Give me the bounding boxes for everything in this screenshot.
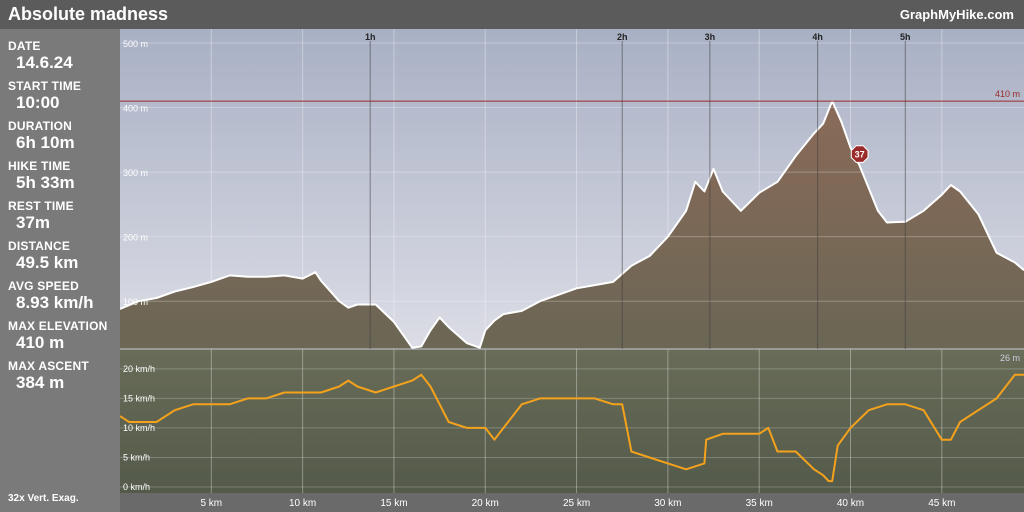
stat-duration: DURATION 6h 10m xyxy=(0,119,120,159)
speed-tick-label: 15 km/h xyxy=(123,393,155,403)
elevation-area xyxy=(120,101,1024,349)
speed-tick-label: 5 km/h xyxy=(123,452,150,462)
stat-max-ascent: MAX ASCENT 384 m xyxy=(0,359,120,399)
x-axis-band xyxy=(120,493,1024,512)
speed-tick-label: 0 km/h xyxy=(123,482,150,492)
stat-value: 6h 10m xyxy=(16,133,75,152)
stat-label: MAX ELEVATION xyxy=(8,319,108,333)
elevation-tick-label: 400 m xyxy=(123,104,148,114)
time-marker-label: 1h xyxy=(365,32,376,42)
distance-tick-label: 30 km xyxy=(654,498,681,509)
time-marker-label: 5h xyxy=(900,32,911,42)
stat-label: HIKE TIME xyxy=(8,159,71,173)
stat-max-elevation: MAX ELEVATION 410 m xyxy=(0,319,120,359)
stat-label: AVG SPEED xyxy=(8,279,79,293)
speed-line xyxy=(120,373,1024,483)
elevation-line xyxy=(120,100,1024,349)
elevation-tick-label: 200 m xyxy=(123,233,148,243)
distance-tick-label: 20 km xyxy=(472,498,499,509)
elevation-tick-label: 100 m xyxy=(123,297,148,307)
distance-tick-label: 45 km xyxy=(928,498,955,509)
header-bar: Absolute madness GraphMyHike.com xyxy=(0,0,1024,29)
stat-label: START TIME xyxy=(8,79,82,93)
time-marker-label: 4h xyxy=(812,32,823,42)
min-elevation-label: 26 m xyxy=(1000,353,1020,363)
stat-avg-speed: AVG SPEED 8.93 km/h xyxy=(0,279,120,319)
stat-value: 5h 33m xyxy=(16,173,75,192)
stat-rest-time: REST TIME 37m xyxy=(0,199,120,239)
speed-tick-label: 20 km/h xyxy=(123,364,155,374)
stat-distance: DISTANCE 49.5 km xyxy=(0,239,120,279)
stat-value: 37m xyxy=(16,213,51,232)
speed-background xyxy=(120,349,1024,493)
time-marker-label: 3h xyxy=(705,32,716,42)
brand-link[interactable]: GraphMyHike.com xyxy=(899,7,1014,22)
stat-hike-time: HIKE TIME 5h 33m xyxy=(0,159,120,199)
stat-label: DISTANCE xyxy=(8,239,71,253)
stat-value: 10:00 xyxy=(16,93,60,112)
elevation-tick-label: 300 m xyxy=(123,168,148,178)
time-marker-label: 2h xyxy=(617,32,628,42)
stat-value: 49.5 km xyxy=(16,253,79,272)
stat-value: 8.93 km/h xyxy=(16,293,94,312)
stat-label: REST TIME xyxy=(8,199,74,213)
distance-tick-label: 25 km xyxy=(563,498,590,509)
rest-stop-label: 37 xyxy=(855,150,865,160)
distance-tick-label: 40 km xyxy=(837,498,864,509)
rest-stop-icon xyxy=(850,145,869,163)
stat-label: MAX ASCENT xyxy=(8,359,89,373)
hike-title: Absolute madness xyxy=(8,4,169,24)
elevation-tick-label: 500 m xyxy=(123,39,148,49)
hike-chart: 100 m 200 m 300 m 400 m 500 m 410 m 26 m 0 km/… xyxy=(120,29,1024,512)
stat-date: DATE 14.6.24 xyxy=(0,39,120,79)
stat-label: DATE xyxy=(8,39,41,53)
stat-start-time: START TIME 10:00 xyxy=(0,79,120,119)
vertical-exaggeration-note: 32x Vert. Exag. xyxy=(8,493,79,504)
distance-tick-label: 35 km xyxy=(746,498,773,509)
distance-tick-label: 15 km xyxy=(380,498,407,509)
stat-value: 384 m xyxy=(16,373,65,392)
speed-tick-label: 10 km/h xyxy=(123,423,155,433)
stat-value: 410 m xyxy=(16,333,65,352)
stat-label: DURATION xyxy=(8,119,73,133)
stats-sidebar: DATE 14.6.24 START TIME 10:00 DURATION 6… xyxy=(0,29,120,512)
stat-value: 14.6.24 xyxy=(16,53,73,72)
max-elevation-label: 410 m xyxy=(995,89,1020,99)
distance-tick-label: 10 km xyxy=(289,498,316,509)
distance-tick-label: 5 km xyxy=(200,498,222,509)
